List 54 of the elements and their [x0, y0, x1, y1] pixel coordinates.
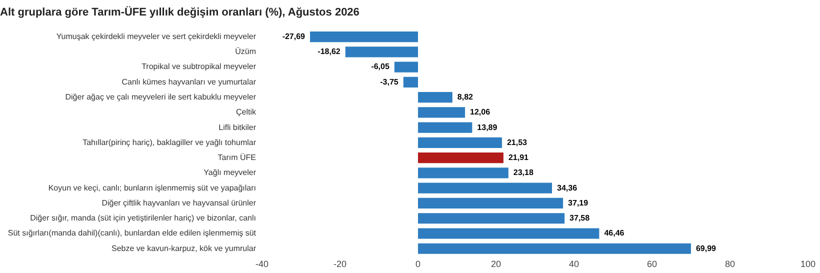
y-tick-label: Diğer çiftlik hayvanları ve hayvansal ürünler — [102, 198, 256, 208]
data-label: 12,06 — [470, 108, 491, 117]
data-label: 37,58 — [570, 214, 590, 223]
chart-title: Alt gruplara göre Tarım-ÜFE yıllık değişim oranları (%), Ağustos 2026 — [0, 6, 360, 19]
y-tick-label: Canlı kümes hayvanları ve yumurtalar — [122, 77, 256, 86]
data-label: 8,82 — [457, 92, 474, 102]
y-tick-label: Diğer ağaç ve çalı meyveleri ile sert kabuklu meyveler — [65, 92, 256, 102]
x-tick-label: 40 — [568, 259, 580, 270]
data-label: 21,91 — [508, 153, 530, 162]
x-tick-label: 20 — [490, 259, 502, 270]
x-tick-label: 100 — [800, 259, 816, 270]
y-tick-label: Tropikal ve subtropikal meyveler — [142, 62, 256, 72]
data-label: 13,89 — [477, 122, 498, 132]
data-label: 34,36 — [557, 183, 578, 192]
bar — [418, 228, 600, 239]
bar — [418, 182, 552, 194]
bar — [310, 31, 418, 42]
y-tick-label: Lifli bitkiler — [218, 122, 256, 132]
data-label: -6,05 — [371, 62, 390, 72]
data-label: 21,53 — [506, 138, 528, 147]
y-tick-label: Tahıllar(pirinç hariç), baklagiller ve yağlı tohumlar — [82, 138, 256, 147]
x-tick-label: -40 — [255, 259, 269, 270]
bar — [418, 168, 508, 178]
data-label: 37,19 — [568, 198, 589, 208]
y-tick-label: Tarım ÜFE — [218, 153, 256, 162]
y-tick-label: Üzüm — [235, 47, 256, 56]
bar — [418, 198, 564, 209]
bar — [418, 152, 504, 164]
y-tick-label: Diğer sığır, manda (süt için yetiştirilenler hariç) ve bizonlar, canlı — [30, 214, 256, 223]
data-label: -27,69 — [282, 32, 306, 41]
bar — [403, 76, 418, 88]
x-tick-label: 0 — [415, 259, 421, 270]
x-tick-label: -20 — [333, 259, 347, 270]
bar — [345, 46, 418, 58]
y-tick-label: Koyun ve keçi, canlı; bunların işlenmemiş süt ve yapağıları — [48, 183, 256, 192]
data-label: 23,18 — [513, 168, 534, 178]
bar — [418, 122, 472, 133]
bar — [418, 213, 565, 224]
y-tick-label: Süt sığırları(manda dahil)(canlı), bunlardan elde edilen işlenmemiş süt — [8, 228, 257, 238]
data-label: -18,62 — [318, 47, 341, 56]
data-label: 69,99 — [696, 244, 717, 253]
data-label: -3,75 — [380, 77, 399, 86]
y-tick-label: Yağlı meyveler — [204, 168, 256, 178]
x-tick-label: 60 — [646, 259, 658, 270]
x-tick-label: 80 — [724, 259, 736, 270]
y-tick-label: Yumuşak çekirdekli meyveler ve sert çekirdekli meyveler — [56, 32, 256, 41]
bar — [418, 137, 502, 148]
y-tick-label: Sebze ve kavun-karpuz, kök ve yumrular — [111, 244, 256, 253]
bar — [394, 62, 418, 72]
bar — [418, 243, 691, 254]
bar — [418, 107, 466, 118]
data-label: 46,46 — [604, 228, 625, 238]
bar — [418, 92, 452, 103]
y-tick-label: Çeltik — [236, 108, 257, 117]
